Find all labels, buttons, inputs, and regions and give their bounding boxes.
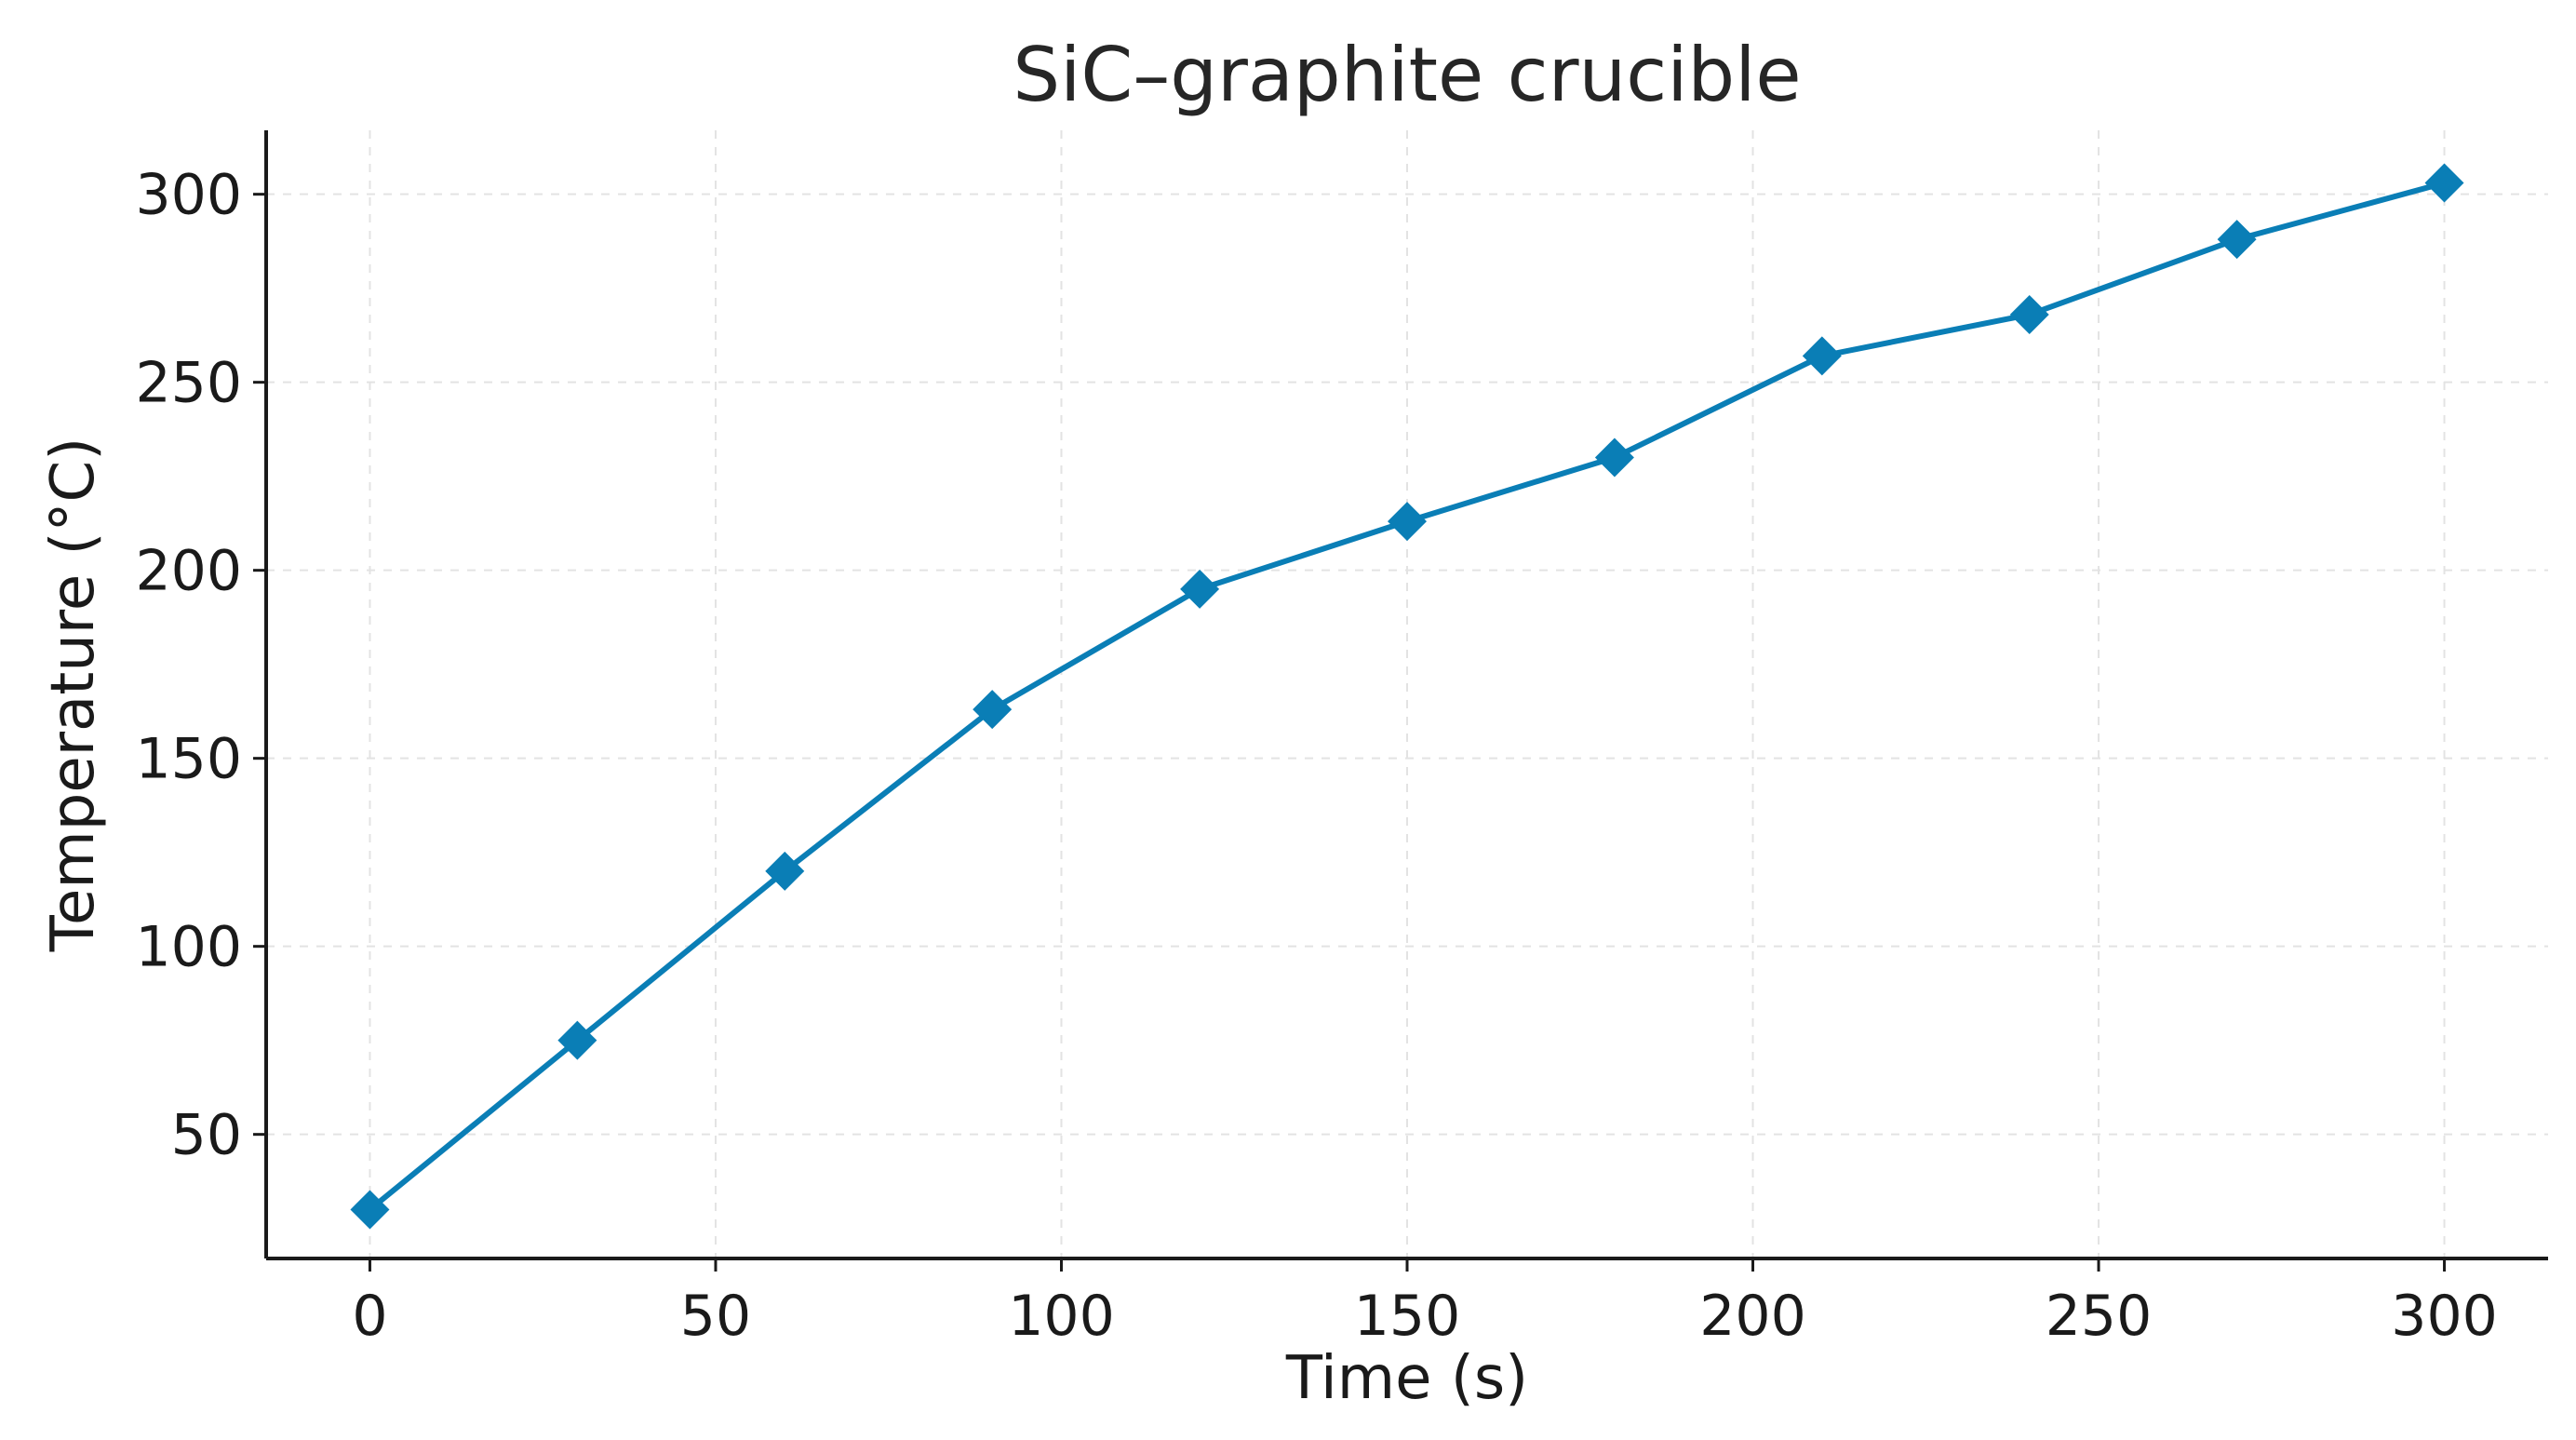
x-tick-label: 100	[1008, 1284, 1115, 1349]
data-point-marker	[1594, 437, 1634, 478]
data-point-marker	[2424, 163, 2464, 203]
data-point-marker	[973, 690, 1013, 730]
y-axis-label: Temperature (°C)	[39, 437, 108, 952]
x-axis-label: Time (s)	[1285, 1344, 1528, 1413]
x-tick-label: 300	[2391, 1284, 2498, 1349]
y-axis-ticks: 50 100 150 200 250 300	[135, 163, 266, 1168]
y-tick-label: 100	[135, 915, 242, 980]
data-point-marker	[1180, 569, 1220, 609]
data-series	[350, 163, 2464, 1230]
y-tick-label: 300	[135, 163, 242, 228]
x-tick-label: 150	[1354, 1284, 1461, 1349]
x-tick-label: 0	[352, 1284, 387, 1349]
x-tick-label: 250	[2046, 1284, 2153, 1349]
data-point-marker	[765, 851, 805, 891]
data-point-marker	[1388, 502, 1427, 542]
data-point-marker	[2217, 220, 2257, 260]
y-tick-label: 200	[135, 539, 242, 604]
y-tick-label: 50	[171, 1103, 242, 1168]
x-tick-label: 200	[1699, 1284, 1806, 1349]
data-point-marker	[1802, 336, 1842, 376]
x-tick-label: 50	[680, 1284, 751, 1349]
data-point-marker	[557, 1020, 597, 1060]
x-axis-ticks: 0 50 100 150 200 250 300	[352, 1258, 2498, 1349]
data-point-marker	[2009, 294, 2049, 334]
y-tick-label: 150	[135, 727, 242, 792]
chart-title: SiC–graphite crucible	[1013, 32, 1801, 118]
data-point-marker	[350, 1190, 390, 1230]
grid-lines	[266, 130, 2548, 1258]
y-tick-label: 250	[135, 351, 242, 416]
